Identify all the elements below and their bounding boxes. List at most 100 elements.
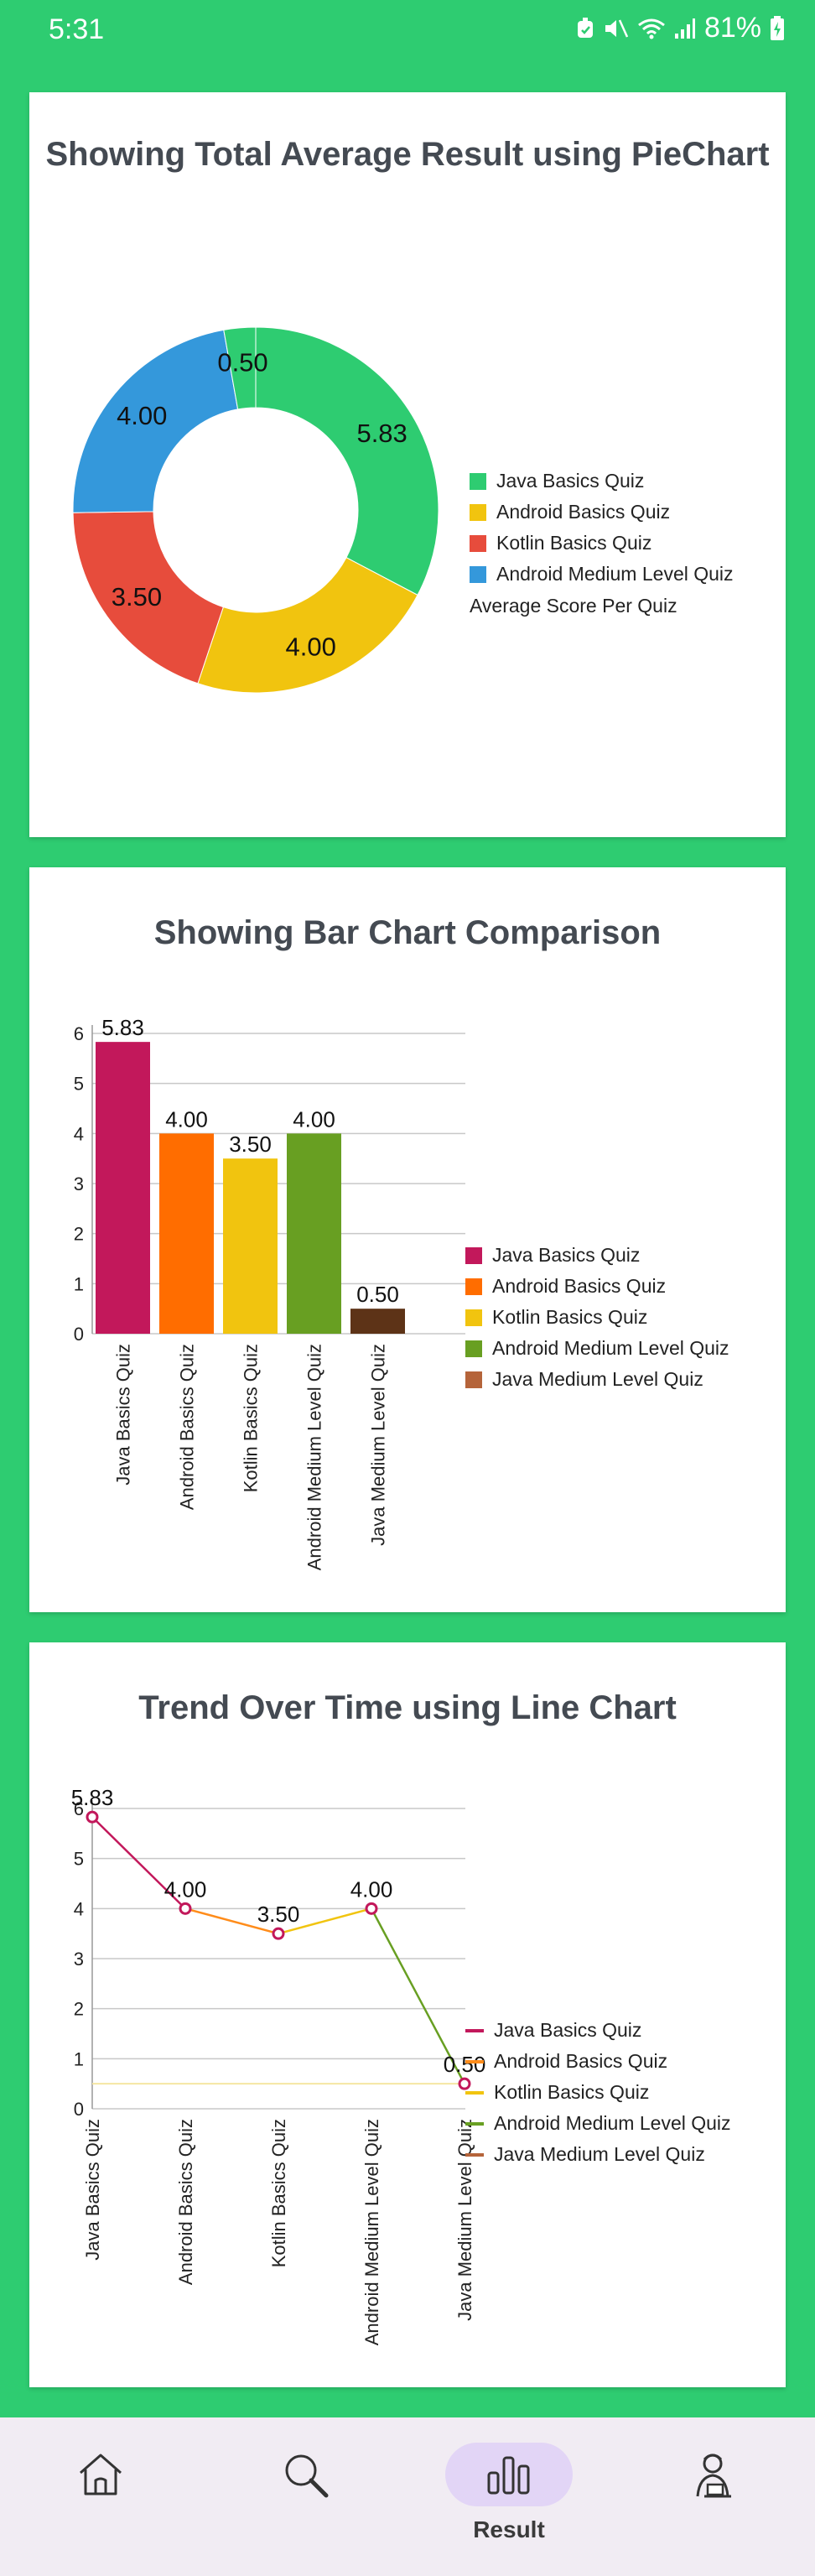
bar-legend-label: Java Basics Quiz — [492, 1244, 640, 1267]
bar-value-label: 0.50 — [356, 1282, 399, 1307]
bar-value-label: 4.00 — [293, 1106, 335, 1132]
bar-legend-swatch — [465, 1371, 482, 1388]
line-legend-item: Android Medium Level Quiz — [465, 2108, 731, 2139]
pie-legend-label: Kotlin Basics Quiz — [496, 532, 651, 554]
nav-home[interactable] — [37, 2417, 164, 2576]
line-chart-card: Trend Over Time using Line Chart 0 1 2 3 4 5 6… — [29, 1642, 786, 2387]
line-chart-legend: Java Basics Quiz Android Basics Quiz Kotli… — [465, 2015, 731, 2170]
line-y-tick-label: 5 — [74, 1849, 84, 1870]
pie-legend-item: Java Basics Quiz — [470, 466, 734, 497]
bar — [223, 1158, 278, 1334]
pie-value-label: 0.50 — [217, 348, 267, 377]
wifi-icon — [637, 17, 666, 40]
nav-search[interactable] — [241, 2417, 369, 2576]
pie-hole — [164, 418, 348, 602]
alarm-icon — [575, 17, 595, 40]
pie-legend-swatch — [470, 535, 486, 552]
pie-legend-swatch — [470, 473, 486, 490]
bar-category-label: Android Medium Level Quiz — [304, 1344, 325, 1570]
bar-chart-legend: Java Basics Quiz Android Basics Quiz Kotli… — [465, 1240, 729, 1395]
signal-icon — [674, 17, 696, 40]
line-value-label: 4.00 — [350, 1876, 393, 1902]
bar-category-label: Java Basics Quiz — [113, 1344, 134, 1486]
pie-legend-swatch — [470, 566, 486, 583]
nav-profile[interactable] — [649, 2417, 776, 2576]
bar-value-label: 4.00 — [165, 1106, 208, 1132]
bar-chart-icon — [485, 2453, 532, 2496]
pie-chart-card: Showing Total Average Result using PieCh… — [29, 92, 786, 837]
battery-charging-icon — [770, 16, 785, 41]
bar-y-tick-label: 3 — [74, 1174, 84, 1194]
bar-legend-item: Android Medium Level Quiz — [465, 1333, 729, 1364]
bar-y-tick-label: 4 — [74, 1123, 84, 1144]
line-y-tick-label: 2 — [74, 1999, 84, 2020]
bar-category-label: Kotlin Basics Quiz — [241, 1344, 262, 1492]
line-legend-label: Android Medium Level Quiz — [494, 2112, 731, 2135]
line-value-label: 4.00 — [164, 1876, 207, 1902]
bar-legend-swatch — [465, 1309, 482, 1326]
bar-legend-label: Android Medium Level Quiz — [492, 1337, 729, 1360]
bar-legend-item: Java Basics Quiz — [465, 1240, 729, 1271]
status-bar: 5:31 81% — [0, 0, 815, 64]
line-legend-item: Android Basics Quiz — [465, 2046, 731, 2077]
line-category-label: Android Basics Quiz — [175, 2119, 196, 2285]
line-legend-swatch — [465, 2029, 484, 2032]
bar-y-tick-label: 5 — [74, 1074, 84, 1095]
line-legend-swatch — [465, 2153, 484, 2157]
profile-icon — [688, 2449, 738, 2500]
bar — [350, 1309, 405, 1334]
line-value-label: 3.50 — [257, 1902, 300, 1927]
line-y-tick-label: 1 — [74, 2048, 84, 2069]
battery-percent: 81% — [704, 12, 761, 44]
pie-legend-swatch — [470, 504, 486, 521]
pie-legend-item: Kotlin Basics Quiz — [470, 528, 734, 559]
line-category-label: Android Medium Level Quiz — [361, 2119, 382, 2345]
line-point — [87, 1812, 97, 1822]
bar-legend-label: Java Medium Level Quiz — [492, 1368, 703, 1391]
line-y-tick-label: 0 — [74, 2099, 84, 2120]
bar-legend-label: Kotlin Basics Quiz — [492, 1306, 647, 1329]
pie-chart[interactable]: 5.83 4.00 3.50 4.00 0.50 — [29, 92, 482, 837]
status-time: 5:31 — [49, 13, 104, 46]
line-legend-label: Java Basics Quiz — [494, 2019, 641, 2042]
bar-chart[interactable]: 0 1 2 3 4 5 6 5.83 Java Basics Quiz 4.00 Android B… — [29, 867, 499, 1612]
line-chart[interactable]: 0 1 2 3 4 5 65.83 Java Basics Quiz 4.00 Android B… — [29, 1642, 532, 2387]
nav-result-label: Result — [473, 2516, 545, 2543]
line-point — [180, 1903, 190, 1913]
bar-legend-item: Java Medium Level Quiz — [465, 1364, 729, 1395]
bar-y-tick-label: 0 — [74, 1324, 84, 1345]
pie-chart-legend: Java Basics Quiz Android Basics Quiz Kotli… — [470, 466, 734, 617]
bar-category-label: Android Basics Quiz — [177, 1344, 198, 1510]
line-category-label: Kotlin Basics Quiz — [268, 2119, 289, 2267]
bar-legend-swatch — [465, 1247, 482, 1264]
line-legend-swatch — [465, 2060, 484, 2063]
bar-legend-swatch — [465, 1340, 482, 1357]
line-legend-swatch — [465, 2091, 484, 2095]
nav-result[interactable]: Result — [445, 2417, 573, 2576]
pie-legend-label: Android Medium Level Quiz — [496, 563, 734, 585]
status-icons: 81% — [575, 12, 785, 44]
bar-chart-card: Showing Bar Chart Comparison 0 1 2 3 4 5 6 5.83… — [29, 867, 786, 1612]
pie-value-label: 5.83 — [356, 419, 407, 448]
pie-legend-item: Android Medium Level Quiz — [470, 559, 734, 590]
line-legend-swatch — [465, 2122, 484, 2126]
home-icon — [75, 2451, 126, 2498]
pie-legend-item: Android Basics Quiz — [470, 497, 734, 528]
line-y-tick-label: 3 — [74, 1949, 84, 1970]
bar-y-tick-label: 1 — [74, 1273, 84, 1294]
line-y-tick-label: 4 — [74, 1898, 84, 1919]
pie-legend-label: Android Basics Quiz — [496, 501, 670, 523]
bar-legend-swatch — [465, 1278, 482, 1295]
line-point — [273, 1928, 283, 1939]
pie-legend-description: Average Score Per Quiz — [470, 595, 734, 617]
pie-value-label: 4.00 — [285, 632, 335, 661]
line-legend-item: Kotlin Basics Quiz — [465, 2077, 731, 2108]
line-legend-item: Java Basics Quiz — [465, 2015, 731, 2046]
bar-legend-item: Kotlin Basics Quiz — [465, 1302, 729, 1333]
line-legend-label: Java Medium Level Quiz — [494, 2143, 705, 2166]
bar-legend-item: Android Basics Quiz — [465, 1271, 729, 1302]
line-point — [366, 1903, 376, 1913]
line-category-label: Java Basics Quiz — [82, 2119, 103, 2261]
bar-y-tick-label: 2 — [74, 1224, 84, 1245]
bottom-navigation: Result — [0, 2417, 815, 2576]
